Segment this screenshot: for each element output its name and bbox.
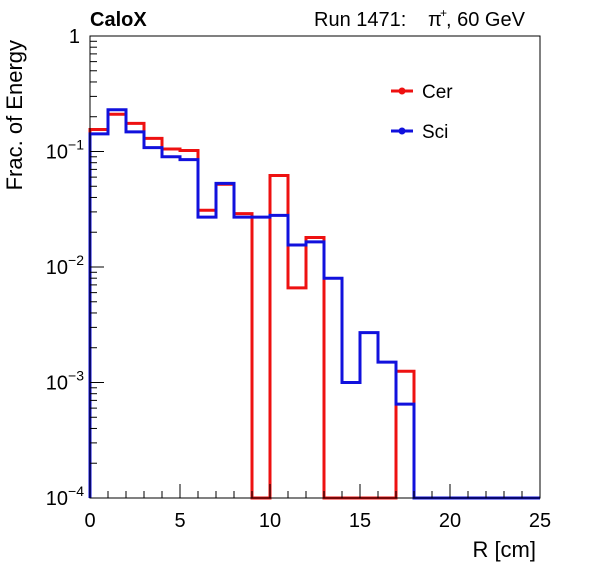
plot-frame (89, 35, 541, 499)
run-info: Run 1471: (314, 9, 406, 31)
legend-label-sci: Sci (422, 122, 448, 143)
series-cer-histogram (88, 112, 540, 500)
series-layer (88, 108, 540, 500)
y-tick-label: 1 (69, 26, 80, 48)
x-tick-label: 0 (84, 510, 95, 532)
ticks-layer (89, 35, 541, 499)
y-axis-label: Frac. of Energy (2, 40, 27, 190)
x-tick-label: 15 (349, 510, 371, 532)
y-tick-label: 10−4 (46, 483, 84, 510)
x-tick-label: 20 (439, 510, 461, 532)
particle-symbol: π (428, 9, 442, 31)
x-tick-label: 25 (529, 510, 551, 532)
particle-charge: + (440, 6, 447, 20)
beam-energy: , 60 GeV (446, 9, 526, 31)
x-tick-label: 5 (174, 510, 185, 532)
legend-label-cer: Cer (422, 82, 453, 103)
experiment-label: CaloX (90, 9, 147, 31)
legend: Cer Sci (391, 82, 453, 143)
y-tick-label: 10−2 (46, 252, 84, 279)
legend-marker-cer (398, 87, 406, 95)
y-tick-label: 10−1 (46, 137, 84, 164)
y-tick-label: 10−3 (46, 368, 84, 395)
series-sci-histogram (88, 108, 540, 500)
legend-marker-sci (398, 127, 406, 135)
x-tick-label: 10 (259, 510, 281, 532)
tick-labels: 0 5 10 15 20 25 1 10−1 10−2 10−3 10−4 (46, 26, 551, 532)
x-axis-label: R [cm] (472, 537, 536, 562)
